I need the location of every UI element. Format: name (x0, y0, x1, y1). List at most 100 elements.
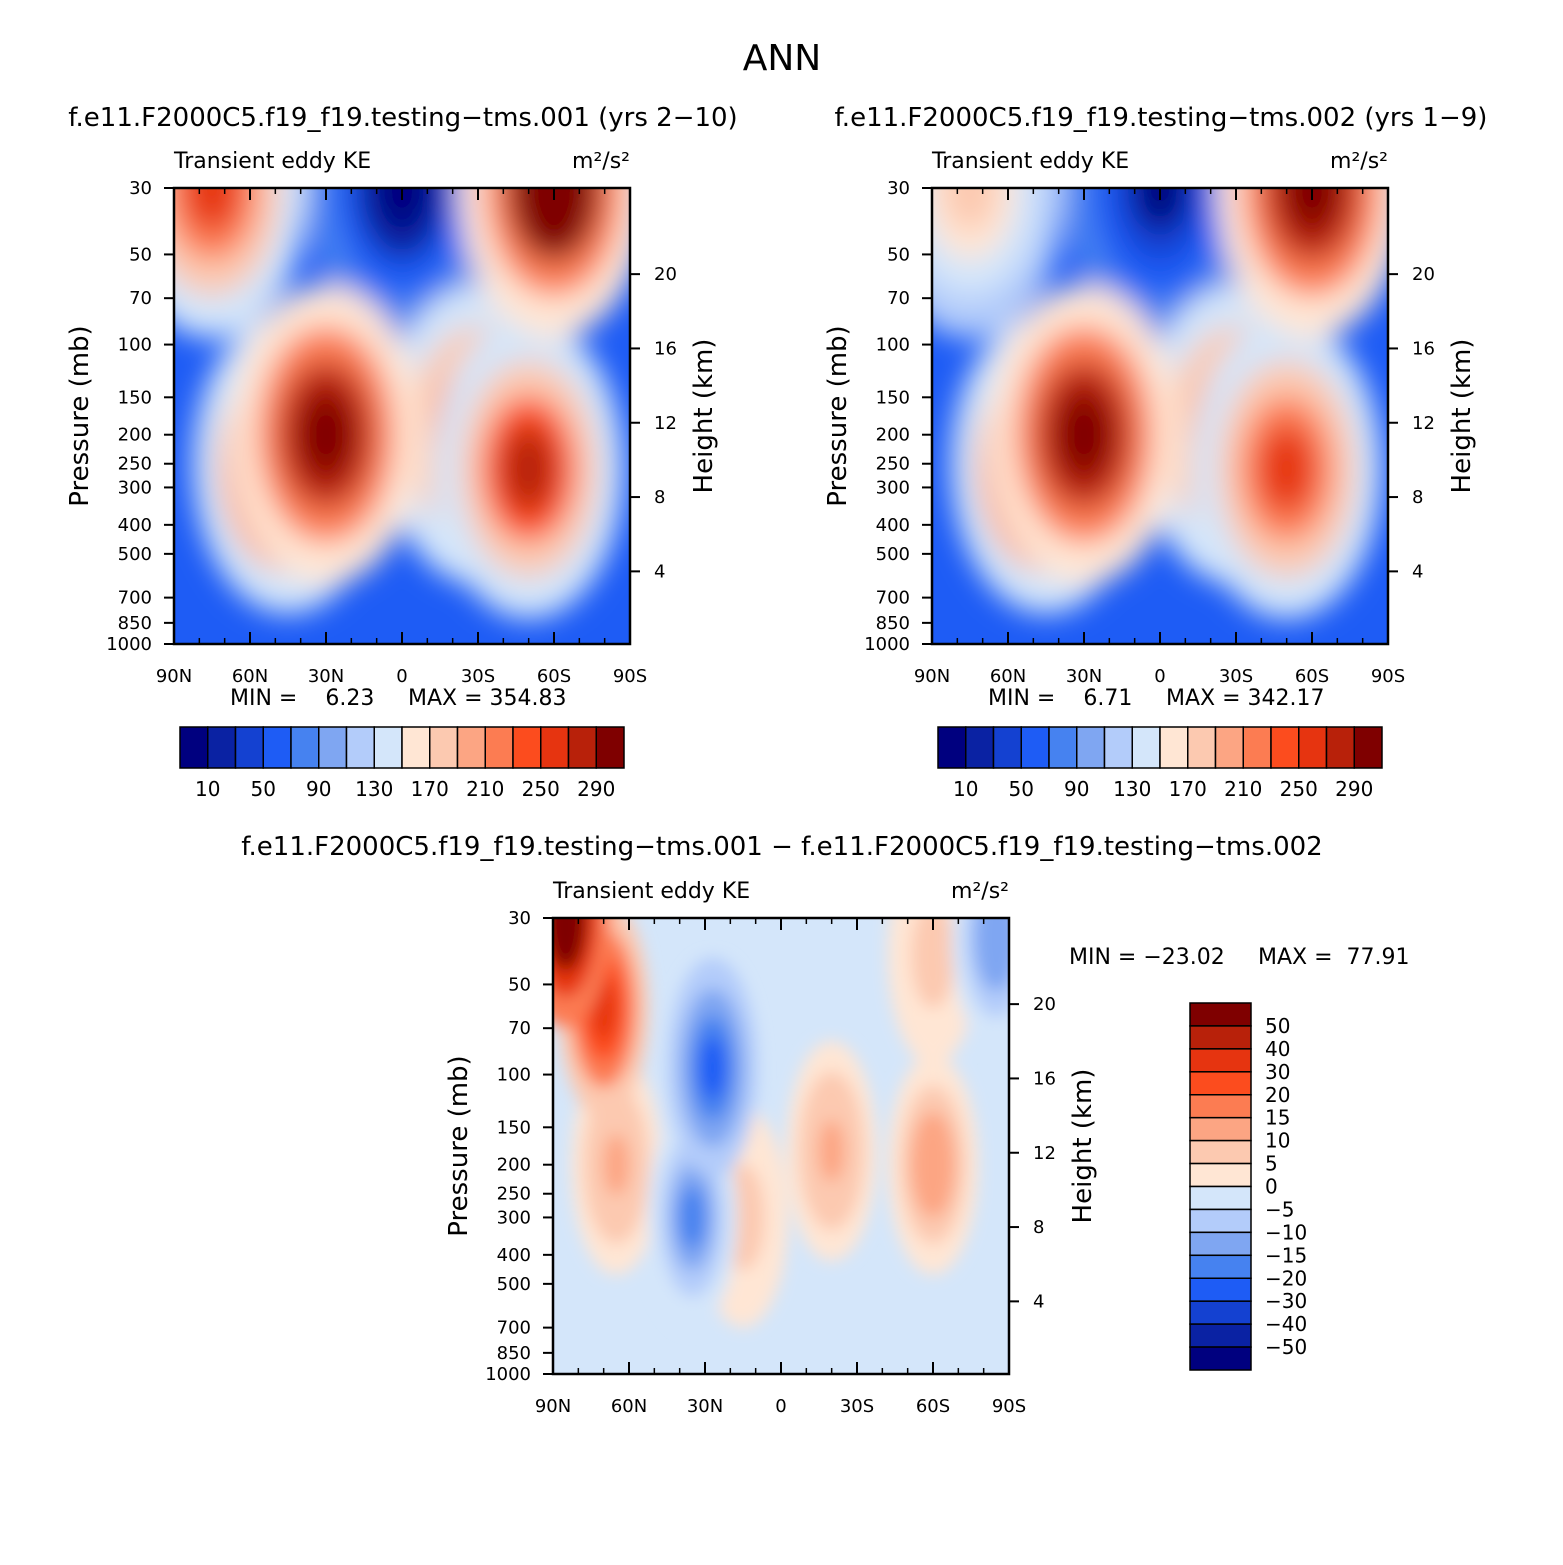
figure-title: ANN (743, 38, 822, 79)
colorbar-label: 90 (306, 777, 331, 801)
x-tick-label: 60S (916, 1396, 950, 1417)
x-tick-label: 60N (611, 1396, 647, 1417)
colorbar-box (1242, 726, 1272, 769)
x-tick-label: 90N (535, 1396, 571, 1417)
colorbar-box (1189, 1231, 1252, 1257)
x-tick-label: 90S (992, 1396, 1026, 1417)
y-tick-label: 50 (508, 974, 531, 995)
colorbar-label: 210 (466, 777, 504, 801)
contour-region (1285, 188, 1339, 230)
y-tick-label: 400 (118, 515, 152, 536)
y-tick-label: 200 (497, 1155, 531, 1176)
y-tick-label: 100 (497, 1065, 531, 1086)
colorbar-label: 10 (1265, 1129, 1290, 1153)
x-tick-label: 60N (990, 666, 1026, 687)
colorbar-box (484, 726, 514, 769)
y-tick-label: 850 (876, 613, 910, 634)
colorbar-box (1189, 1116, 1252, 1142)
y-tick-label: 850 (497, 1343, 531, 1364)
y-tick-label: 250 (118, 454, 152, 475)
colorbar-label: −5 (1265, 1197, 1294, 1221)
colorbar-label: 15 (1265, 1106, 1290, 1130)
y-tick-label: 30 (508, 908, 531, 929)
y-tick-label: 150 (497, 1117, 531, 1138)
colorbar-box (595, 726, 625, 769)
colorbar-box (1076, 726, 1106, 769)
y-tick-label: 250 (876, 454, 910, 475)
colorbar-label: 170 (411, 777, 449, 801)
y-tick-label: 250 (497, 1184, 531, 1205)
colorbar-label: 30 (1265, 1060, 1290, 1084)
x-tick-label: 30N (308, 666, 344, 687)
contour-region (1057, 392, 1111, 477)
panel-3-field (553, 918, 1009, 1328)
colorbar-box (234, 726, 264, 769)
panel-2-title: f.e11.F2000C5.f19_f19.testing−tms.002 (y… (835, 103, 1488, 133)
x-tick-label: 30S (461, 666, 495, 687)
x-tick-label: 30N (1066, 666, 1102, 687)
colorbar-label: 130 (1113, 777, 1151, 801)
panel-2-min: MIN = 6.71 (988, 686, 1132, 711)
colorbar-label: 50 (1265, 1014, 1290, 1038)
colorbar-label: 20 (1265, 1083, 1290, 1107)
y-right-tick-label: 12 (1033, 1143, 1056, 1164)
contour-region (920, 1133, 946, 1196)
colorbar-label: −15 (1265, 1243, 1307, 1267)
colorbar-box (567, 726, 597, 769)
colorbar-label: 170 (1169, 777, 1207, 801)
panel-2-ylabel: Pressure (mb) (823, 325, 853, 506)
panel-2-max: MAX = 342.17 (1166, 686, 1325, 711)
y-tick-label: 30 (887, 178, 910, 199)
colorbar-box (1189, 1323, 1252, 1348)
contour-region (375, 188, 429, 230)
panel-3-axes: 90N 60N 30N 0 30S 60S 90S 30 50 70 100 150 200 250300… (485, 908, 1056, 1417)
panel-2-units: m²/s² (1330, 149, 1388, 174)
colorbar-box (456, 726, 486, 769)
y-right-tick-label: 4 (654, 561, 665, 582)
colorbar-box (1270, 726, 1300, 769)
x-tick-label: 60S (537, 666, 571, 687)
y-right-tick-label: 16 (654, 338, 677, 359)
x-tick-label: 30N (687, 1396, 723, 1417)
y-tick-label: 70 (887, 288, 910, 309)
panel-3-min: MIN = −23.02 (1069, 945, 1225, 970)
colorbar-box (373, 726, 403, 769)
x-tick-label: 90S (1371, 666, 1405, 687)
colorbar-box (1189, 1185, 1252, 1211)
colorbar-label: 130 (355, 777, 393, 801)
y-right-tick-label: 4 (1033, 1291, 1044, 1312)
y-tick-label: 700 (118, 588, 152, 609)
x-tick-label: 30S (840, 1396, 874, 1417)
x-tick-label: 90N (156, 666, 192, 687)
colorbar-label: −30 (1265, 1289, 1307, 1313)
panel-1-min: MIN = 6.23 (230, 686, 374, 711)
colorbar-box (1131, 726, 1161, 769)
panel-1-title: f.e11.F2000C5.f19_f19.testing−tms.001 (y… (68, 103, 737, 133)
y-tick-label: 500 (876, 544, 910, 565)
colorbar-box (1159, 726, 1189, 769)
y-tick-label: 30 (129, 178, 152, 199)
y-right-tick-label: 20 (1412, 264, 1435, 285)
y-tick-label: 400 (497, 1245, 531, 1266)
colorbar-box (429, 726, 459, 769)
y-tick-label: 100 (876, 335, 910, 356)
colorbar-box (1189, 1277, 1252, 1302)
colorbar-label: 10 (195, 777, 220, 801)
x-tick-label: 0 (396, 666, 407, 687)
colorbar-box (401, 726, 431, 769)
colorbar-label: −10 (1265, 1220, 1307, 1244)
colorbar-box (992, 726, 1022, 769)
colorbar-label: −20 (1265, 1266, 1307, 1290)
colorbar-label: 0 (1265, 1175, 1278, 1199)
y-tick-label: 100 (118, 335, 152, 356)
y-tick-label: 700 (876, 588, 910, 609)
y-tick-label: 200 (118, 425, 152, 446)
y-right-tick-label: 8 (1412, 487, 1423, 508)
y-right-tick-label: 8 (654, 487, 665, 508)
panel-3: f.e11.F2000C5.f19_f19.testing−tms.001 − … (241, 832, 1409, 1417)
colorbar-box (1189, 1208, 1252, 1234)
y-right-tick-label: 12 (1412, 413, 1435, 434)
y-tick-label: 50 (887, 244, 910, 265)
